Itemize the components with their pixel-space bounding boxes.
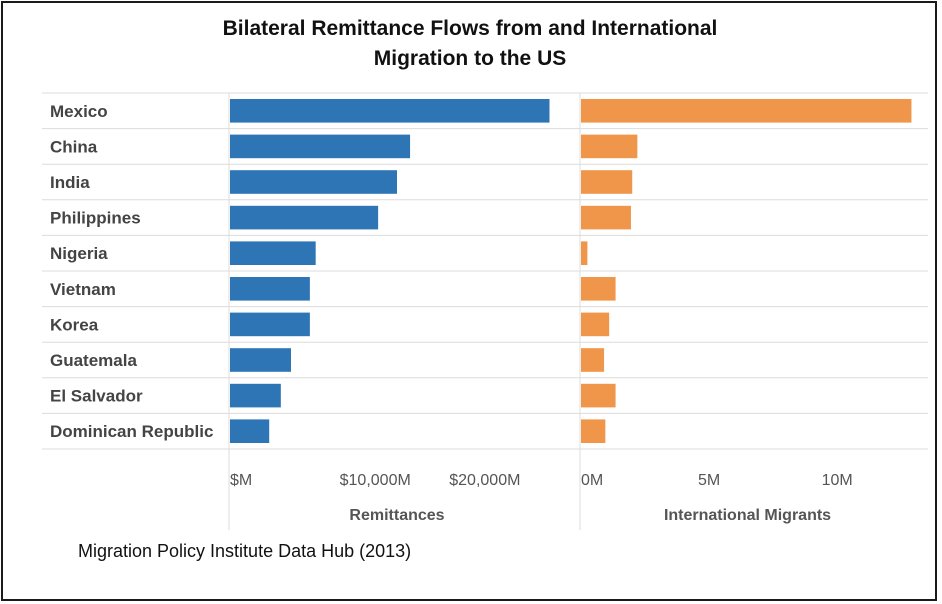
migrant-bar: [581, 312, 610, 337]
category-label: Dominican Republic: [50, 422, 213, 441]
category-label: India: [50, 173, 90, 192]
category-label: Guatemala: [50, 351, 137, 370]
migrant-bar: [581, 419, 606, 443]
category-label: Philippines: [50, 209, 141, 228]
remittance-bar: [230, 419, 270, 443]
x-tick-label: $M: [230, 472, 252, 489]
remittance-bar: [230, 312, 310, 337]
x-tick-label: 10M: [822, 472, 853, 489]
remittance-bar: [230, 170, 397, 194]
remittance-bar: [230, 241, 316, 265]
remittance-bar: [230, 205, 379, 230]
remittance-bar: [230, 348, 291, 372]
x-tick-label: 0M: [581, 472, 603, 489]
category-label: China: [50, 137, 98, 156]
migrant-bar: [581, 99, 912, 123]
x-axis-title: Remittances: [349, 507, 444, 524]
x-tick-label: 5M: [698, 472, 720, 489]
x-tick-label: $10,000M: [340, 472, 411, 489]
category-label: Korea: [50, 315, 99, 334]
category-label: Vietnam: [50, 280, 116, 299]
chart-title: Bilateral Remittance Flows from and Inte…: [120, 14, 820, 74]
migrant-bar: [581, 170, 633, 194]
remittance-bar: [230, 99, 550, 123]
category-label: Mexico: [50, 102, 108, 121]
source-note: Migration Policy Institute Data Hub (201…: [78, 541, 412, 561]
remittance-bar: [230, 134, 411, 159]
remittance-bar: [230, 383, 281, 408]
migrant-bar: [581, 383, 616, 408]
chart-title-line-1: Bilateral Remittance Flows from and Inte…: [222, 17, 718, 40]
migrant-bar: [581, 241, 588, 265]
category-label: Nigeria: [50, 244, 108, 263]
chart-title-line-2: Migration to the US: [373, 47, 567, 70]
x-tick-label: $20,000M: [449, 472, 520, 489]
remittance-bar: [230, 277, 310, 301]
migrant-bar: [581, 134, 638, 159]
category-label: El Salvador: [50, 387, 143, 406]
migrant-bar: [581, 205, 631, 230]
x-axis-title: International Migrants: [664, 507, 831, 524]
migrant-bar: [581, 277, 616, 301]
migrant-bar: [581, 348, 605, 372]
